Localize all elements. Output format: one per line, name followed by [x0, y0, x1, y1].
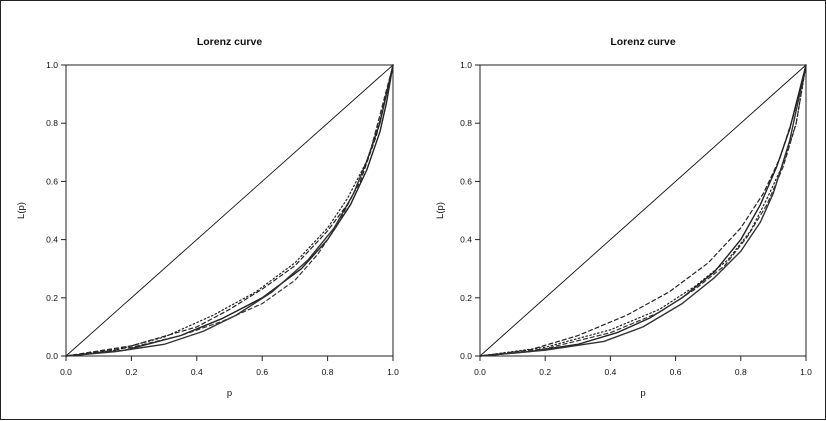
- x-tick-label: 0.8: [735, 367, 747, 377]
- left-chart-panel: Lorenz curve 0.0 0.2 0.4 0.6 0.8 1.0 0.0 0.2 0.4 0…: [0, 0, 422, 420]
- x-axis-label: p: [640, 388, 645, 399]
- y-tick-label: 1.0: [46, 60, 58, 70]
- lorenz-curve-line: [479, 64, 807, 357]
- x-tick-label: 0.2: [539, 367, 551, 377]
- y-tick-label: 1.0: [460, 60, 472, 70]
- chart-title: Lorenz curve: [610, 36, 676, 48]
- x-tick-label: 0.2: [125, 367, 137, 377]
- x-axis-label: p: [227, 388, 232, 399]
- y-tick-label: 0.0: [460, 351, 472, 361]
- y-axis-label: L(p): [16, 202, 27, 219]
- x-tick-label: 0.6: [256, 367, 268, 377]
- y-tick-label: 0.6: [460, 176, 472, 186]
- equality-line: [65, 64, 394, 357]
- y-tick-label: 0.2: [46, 293, 58, 303]
- lorenz-curve-line: [479, 64, 807, 357]
- right-chart-panel: Lorenz curve 0.0 0.2 0.4 0.6 0.8 1.0 0.0 0.2 0.4 0…: [421, 0, 826, 420]
- lorenz-curve-line: [479, 64, 807, 357]
- x-tick-label: 1.0: [387, 367, 399, 377]
- chart-title: Lorenz curve: [197, 36, 263, 48]
- x-tick-label: 0.4: [191, 367, 203, 377]
- lorenz-curve-line: [479, 64, 807, 357]
- y-tick-label: 0.8: [46, 118, 58, 128]
- y-tick-label: 0.4: [460, 235, 472, 245]
- lorenz-curve-line: [65, 64, 394, 357]
- equality-line: [479, 64, 807, 357]
- y-axis-label: L(p): [435, 202, 446, 219]
- x-tick-label: 0.0: [474, 367, 486, 377]
- lorenz-curve-line: [65, 64, 394, 357]
- x-tick-label: 0.8: [322, 367, 334, 377]
- x-tick-label: 0.6: [670, 367, 682, 377]
- x-tick-label: 1.0: [800, 367, 812, 377]
- x-tick-label: 0.0: [60, 367, 72, 377]
- y-tick-label: 0.4: [46, 235, 58, 245]
- y-tick-label: 0.6: [46, 176, 58, 186]
- x-tick-label: 0.4: [604, 367, 616, 377]
- y-tick-label: 0.8: [460, 118, 472, 128]
- right-lorenz-chart: Lorenz curve 0.0 0.2 0.4 0.6 0.8 1.0 0.0 0.2 0.4 0…: [435, 36, 812, 399]
- y-tick-label: 0.0: [46, 351, 58, 361]
- left-lorenz-chart: Lorenz curve 0.0 0.2 0.4 0.6 0.8 1.0 0.0 0.2 0.4 0…: [16, 36, 399, 399]
- y-tick-label: 0.2: [460, 293, 472, 303]
